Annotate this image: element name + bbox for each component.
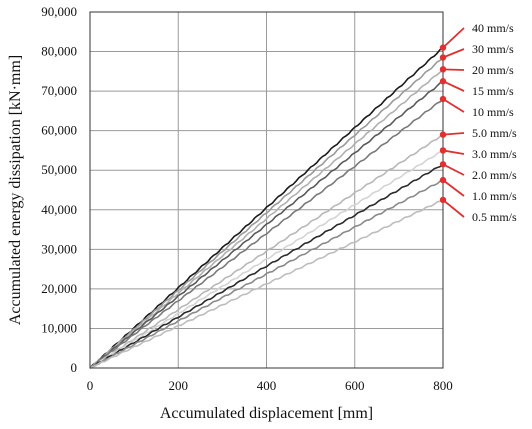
- legend-leader-line: [442, 149, 465, 155]
- legend-leader-line: [442, 132, 465, 136]
- series-line: [89, 133, 444, 369]
- y-axis-title: Accumulated energy dissipation [kN·mm]: [7, 55, 24, 325]
- x-tick-label: 200: [169, 378, 189, 393]
- legend-marker: [439, 161, 447, 168]
- legend-label: 30 mm/s: [472, 42, 514, 56]
- legend-leader-line: [442, 68, 465, 71]
- y-tick-label: 10,000: [41, 320, 77, 335]
- legend-label: 1.0 mm/s: [472, 189, 517, 203]
- legend-marker: [439, 66, 447, 73]
- legend: 40 mm/s 30 mm/s 20 mm/s 15 mm/s 10 mm/s 5.0 m…: [439, 21, 517, 224]
- y-tick-label: 80,000: [41, 44, 77, 59]
- legend-label: 0.5 mm/s: [472, 210, 517, 224]
- legend-marker: [439, 95, 447, 103]
- series-line: [89, 179, 444, 369]
- legend-leader-line: [442, 199, 465, 218]
- legend-marker: [439, 44, 447, 51]
- x-tick-label: 800: [433, 378, 453, 393]
- legend-label: 3.0 mm/s: [472, 147, 517, 161]
- legend-marker: [439, 176, 447, 184]
- series-line: [89, 149, 444, 369]
- legend-label: 20 mm/s: [472, 63, 514, 77]
- x-tick-label: 600: [345, 378, 365, 393]
- legend-label: 15 mm/s: [472, 84, 514, 98]
- legend-marker: [439, 147, 447, 154]
- y-tick-label: 90,000: [41, 4, 77, 19]
- legend-marker: [439, 78, 447, 85]
- legend-label: 5.0 mm/s: [472, 126, 517, 140]
- legend-label: 40 mm/s: [472, 21, 514, 35]
- series-line: [89, 98, 444, 369]
- legend-leader-line: [442, 163, 465, 176]
- legend-leader-line: [442, 98, 465, 113]
- x-tick-label: 400: [257, 378, 277, 393]
- y-tick-label: 60,000: [41, 123, 77, 138]
- legend-leader-line: [442, 179, 465, 197]
- series-line: [89, 46, 444, 369]
- x-axis-title: Accumulated displacement [mm]: [160, 405, 373, 422]
- series-lines: [89, 46, 444, 369]
- series-line: [89, 199, 444, 369]
- legend-marker: [439, 54, 447, 61]
- tick-labels: 0 200 400 600 800 0 10,000 20,000 30,000 40,000 50…: [41, 4, 453, 393]
- y-tick-label: 20,000: [41, 281, 77, 296]
- y-tick-label: 50,000: [41, 162, 77, 177]
- legend-leader-line: [442, 48, 465, 59]
- y-tick-label: 40,000: [41, 202, 77, 217]
- legend-label: 10 mm/s: [472, 105, 514, 119]
- series-line: [89, 80, 444, 369]
- legend-leader-line: [442, 80, 465, 92]
- legend-leader-line: [442, 27, 465, 49]
- y-tick-label: 70,000: [41, 83, 77, 98]
- legend-marker: [439, 131, 447, 138]
- x-tick-label: 0: [87, 378, 94, 393]
- legend-label: 2.0 mm/s: [472, 168, 517, 182]
- y-tick-label: 0: [71, 360, 78, 375]
- series-line: [89, 68, 444, 369]
- legend-marker: [439, 196, 447, 204]
- plot-frame: [89, 11, 444, 369]
- series-line: [89, 163, 444, 369]
- grid-lines: [90, 12, 443, 368]
- y-tick-label: 30,000: [41, 241, 77, 256]
